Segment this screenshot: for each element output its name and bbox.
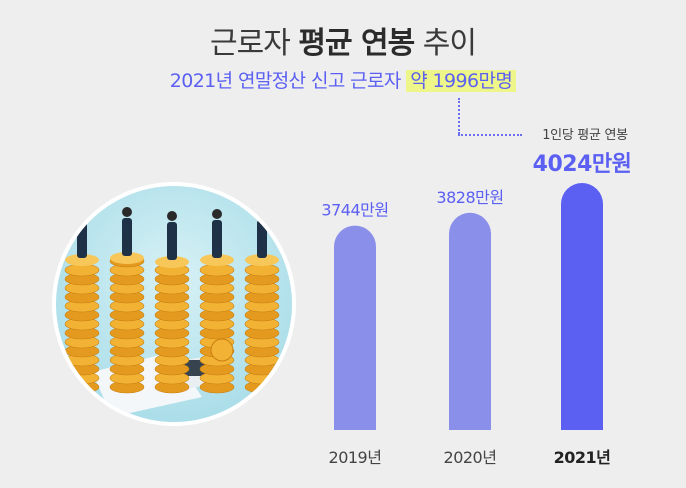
coin-top-icon xyxy=(65,254,99,266)
bar-1 xyxy=(449,212,491,430)
coin-stacks-illustration xyxy=(52,182,296,426)
business-person-icon xyxy=(212,220,222,258)
bar-0 xyxy=(334,225,376,430)
title-part-2: 평균 연봉 xyxy=(298,26,415,61)
title-part-1: 근로자 xyxy=(210,26,299,61)
callout-line-vertical xyxy=(458,98,460,134)
coin-top-icon xyxy=(200,254,234,266)
title-part-3: 추이 xyxy=(414,26,477,61)
person-head-icon xyxy=(167,211,177,221)
category-label-1: 2020년 xyxy=(444,448,497,467)
subtitle-part-1: 2021년 연말정산 신고 근로자 xyxy=(169,70,407,92)
person-head-icon xyxy=(122,207,132,217)
value-label-2: 4024만원 xyxy=(533,152,632,177)
coin-top-icon xyxy=(110,252,144,264)
category-label-2: 2021년 xyxy=(554,448,611,467)
page-title: 근로자 평균 연봉 추이 xyxy=(0,18,686,62)
business-person-icon xyxy=(257,220,267,258)
page-subtitle: 2021년 연말정산 신고 근로자 약 1996만명 xyxy=(0,66,686,93)
dollar-coin-icon xyxy=(210,338,234,362)
business-person-icon xyxy=(167,222,177,260)
category-label-0: 2019년 xyxy=(329,448,382,467)
person-head-icon xyxy=(212,209,222,219)
subtitle-highlight: 약 1996만명 xyxy=(406,70,517,92)
coin-top-icon xyxy=(245,254,279,266)
bar-2 xyxy=(561,183,603,430)
value-label-0: 3744만원 xyxy=(321,201,388,220)
value-label-1: 3828만원 xyxy=(436,188,503,207)
business-person-icon xyxy=(122,218,132,256)
callout-label: 1인당 평균 연봉 xyxy=(542,128,628,143)
callout-line-horizontal xyxy=(458,134,522,136)
coin-top-icon xyxy=(155,256,189,268)
